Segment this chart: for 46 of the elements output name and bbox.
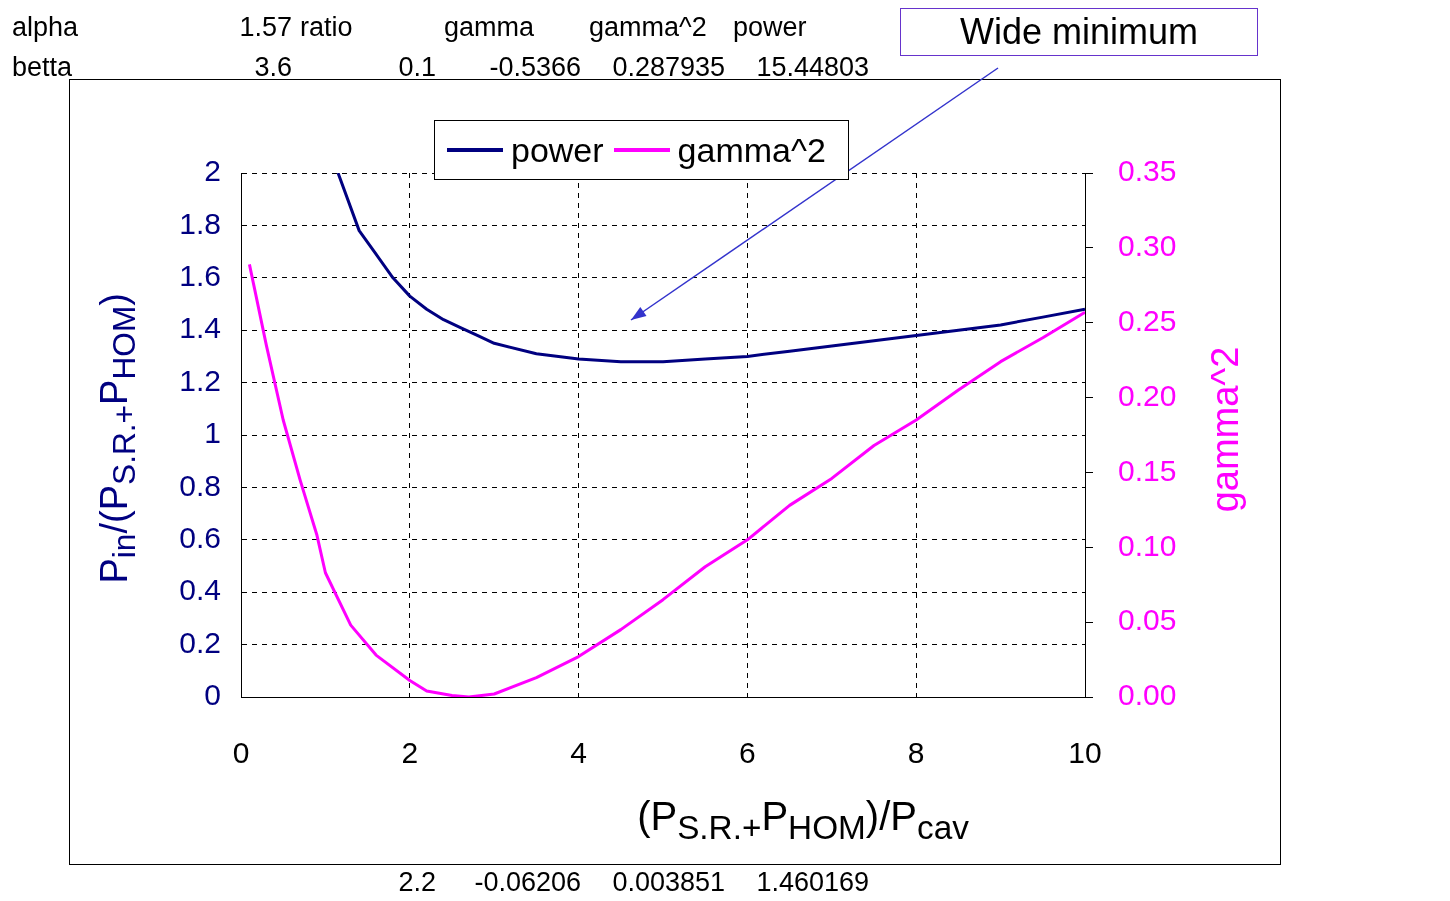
text: betta [12, 51, 74, 84]
y2-tick-label: 0.00 [1118, 678, 1177, 712]
text: 0.003851 [611, 866, 725, 899]
x-axis-title: (P$_{S.R.+}$P$_{HOM}$)/P$_{cav}$ [636, 794, 970, 847]
text: 2.2 [397, 866, 436, 899]
text: 15.44803 [755, 51, 869, 84]
x-tick-label: 2 [401, 736, 419, 770]
text: 1.460169 [755, 866, 869, 899]
text: ratio [300, 11, 354, 44]
y-tick-label: 2 [204, 154, 221, 188]
y2-axis-title: gamma^2 [1203, 345, 1247, 515]
x-tick-label: 10 [1068, 736, 1102, 770]
text: 0.1 [397, 51, 436, 84]
y-tick-label: 0.8 [179, 468, 221, 502]
x-tick-label: 8 [907, 736, 925, 770]
y-tick-label: 1 [204, 416, 221, 450]
text: gamma [444, 11, 536, 44]
text: gamma^2 [589, 11, 708, 44]
text: 3.6 [253, 51, 292, 84]
y2-tick-label: 0.20 [1118, 378, 1177, 412]
text: -0.5366 [488, 51, 581, 84]
y2-tick-label: 0.05 [1118, 603, 1177, 637]
y-tick-label: 1.6 [179, 259, 221, 293]
text: 0.287935 [611, 51, 725, 84]
y-tick-label: 0 [204, 678, 221, 712]
x-tick-label: 6 [739, 736, 756, 770]
y-tick-label: 0.6 [179, 521, 221, 555]
text: 1.57 [238, 11, 292, 44]
y-tick-label: 1.2 [179, 363, 221, 397]
y-tick-label: 1.8 [179, 206, 221, 240]
text: Wide minimum [900, 8, 1258, 56]
x-tick-label: 0 [232, 736, 250, 770]
text: -0.06206 [473, 866, 581, 899]
y2-tick-label: 0.10 [1118, 528, 1177, 562]
legend-label: power [510, 130, 604, 170]
y2-tick-label: 0.25 [1118, 303, 1177, 337]
y-tick-label: 1.4 [179, 311, 221, 345]
y2-tick-label: 0.15 [1118, 453, 1177, 487]
y-tick-label: 0.2 [179, 625, 221, 659]
legend-label: gamma^2 [676, 130, 826, 170]
text: alpha [12, 11, 80, 44]
y-tick-label: 0.4 [179, 573, 221, 607]
y2-tick-label: 0.30 [1118, 229, 1177, 263]
text: power [733, 11, 808, 44]
x-tick-label: 4 [570, 736, 587, 770]
y2-tick-label: 0.35 [1118, 154, 1177, 188]
